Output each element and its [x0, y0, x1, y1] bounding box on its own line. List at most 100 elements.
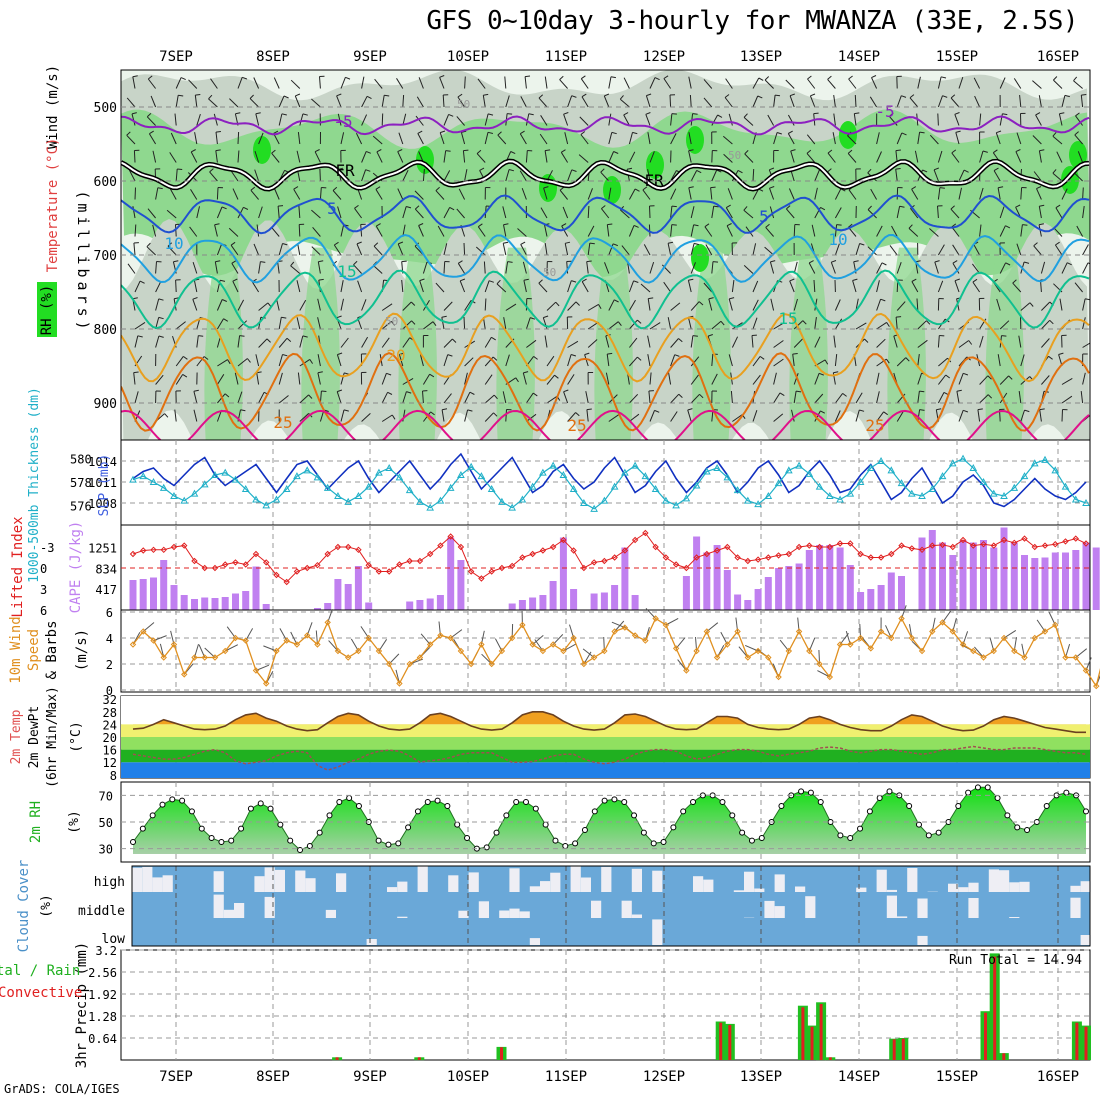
rh-marker — [355, 803, 362, 809]
wind-barb — [827, 152, 836, 163]
thickness-tick-label: 576 — [70, 499, 92, 513]
thickness-marker — [948, 459, 957, 467]
wind-barb-flag — [901, 95, 907, 98]
wind-barb — [999, 262, 1007, 274]
cape-bar — [324, 603, 332, 610]
wind-barb-flag — [604, 93, 610, 97]
rh-marker — [188, 808, 195, 815]
cape-bar — [570, 589, 578, 610]
wind-barb — [814, 317, 817, 330]
thickness-marker — [1010, 483, 1019, 491]
wind-barb-flag — [786, 205, 791, 210]
wind-barb — [1080, 95, 1084, 108]
lifted-index-marker — [303, 564, 311, 572]
thickness-marker — [1061, 482, 1070, 490]
wind-barb — [690, 393, 700, 404]
wind-barb-flag — [571, 280, 577, 283]
temp-band — [121, 762, 1090, 778]
wind-barb-flag — [827, 168, 832, 173]
wind-barb — [937, 205, 939, 219]
wind-barb-flag — [864, 338, 869, 343]
wind-barb — [587, 321, 599, 330]
wind-barb — [752, 374, 761, 385]
wind-barb — [258, 392, 265, 404]
wind-barb-flag — [1038, 223, 1045, 226]
wind-barb-flag — [223, 318, 229, 322]
isotherm-label: 25 — [567, 416, 586, 435]
wind-barb-flag — [623, 112, 629, 116]
wind-barb — [581, 281, 589, 293]
thickness-marker — [426, 503, 435, 511]
cape-bar — [1041, 557, 1049, 610]
wind-speed-marker — [652, 615, 659, 622]
lifted-index-marker — [898, 542, 905, 549]
rh-marker — [650, 840, 657, 847]
wind-barb — [773, 372, 777, 385]
wind-barb — [728, 298, 733, 311]
cloud-cell — [458, 910, 469, 918]
wind-barb — [1032, 135, 1042, 145]
wind-barb-flag — [820, 206, 826, 211]
wind-barb — [628, 151, 636, 163]
wind-barb — [606, 354, 610, 367]
wind-barb — [505, 303, 517, 311]
wind-barb-flag — [1052, 132, 1057, 137]
thickness-marker — [364, 482, 373, 490]
wind-barb — [463, 242, 466, 256]
wind-barb-flag — [612, 243, 618, 247]
wind-barb-flag — [607, 352, 613, 355]
wind-barb — [833, 113, 836, 126]
wind-barb — [361, 299, 367, 311]
wind-barb-flag — [487, 131, 494, 134]
wind-barb — [196, 356, 205, 367]
wind-barb-flag — [950, 205, 955, 210]
wind-barb — [793, 320, 804, 330]
wind-speed-marker — [416, 654, 424, 661]
rh-marker — [611, 796, 618, 803]
wind-barb — [937, 392, 945, 404]
wind-barb — [216, 187, 219, 200]
wind-barb-flag — [933, 167, 939, 171]
rh-marker — [1043, 803, 1050, 809]
wind-barb — [422, 373, 431, 385]
lifted-index-marker — [908, 545, 916, 552]
wind-barb — [134, 224, 137, 237]
cloud-cell — [774, 874, 785, 892]
rh-marker — [424, 799, 431, 805]
thickness-marker — [866, 463, 875, 471]
wind-barb-flag — [637, 356, 642, 361]
wind-barb — [708, 298, 713, 311]
wind-barb — [690, 243, 695, 256]
wind-barb — [705, 244, 713, 256]
cape-bar — [170, 585, 178, 610]
wind-barb-flag — [1074, 131, 1079, 136]
wind-barb — [299, 413, 310, 422]
wind-barb — [460, 132, 466, 145]
cape-bar — [549, 581, 557, 610]
wind-barb — [255, 354, 260, 367]
wind-speed-marker — [560, 647, 567, 655]
cape-bar — [857, 592, 865, 610]
wind-barb — [299, 394, 309, 404]
precip-convective-bar — [1002, 1053, 1006, 1060]
wind-barb — [214, 224, 218, 237]
wind-barb — [311, 209, 321, 219]
lifted-index-marker — [457, 543, 465, 551]
wind-barb — [711, 373, 718, 385]
wind-barb-flag — [1064, 94, 1070, 98]
wind-barb — [830, 262, 836, 274]
wind-barb-flag — [503, 223, 509, 226]
wind-barb — [1032, 80, 1042, 89]
wind-barb-10m — [738, 646, 749, 658]
wind-barb-10m — [582, 648, 595, 658]
lifted-index-marker — [1031, 543, 1038, 551]
wind-barb-flag — [996, 130, 1002, 134]
wind-barb — [443, 150, 447, 163]
wind-barb — [193, 409, 198, 422]
wind-barb-flag — [972, 278, 978, 283]
thickness-marker — [231, 475, 240, 483]
rh-marker — [532, 805, 539, 812]
wind-barb-flag — [1023, 261, 1030, 264]
wind-barb — [193, 280, 198, 293]
cloud-cell — [805, 896, 816, 918]
